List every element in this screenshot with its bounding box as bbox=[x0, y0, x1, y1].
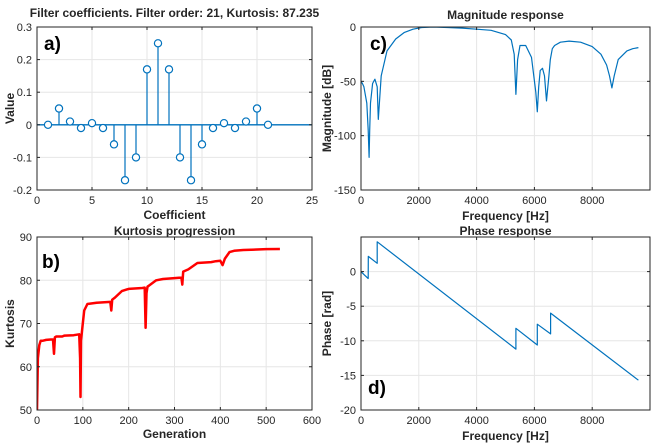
tick-label-x: 25 bbox=[306, 195, 318, 207]
stem-marker bbox=[230, 123, 240, 133]
axes-box bbox=[360, 236, 651, 411]
tick-label-x: 5 bbox=[89, 195, 95, 207]
tick-label-y: -10 bbox=[340, 336, 356, 348]
tick-label-y: 0.1 bbox=[17, 87, 32, 99]
stem-marker bbox=[131, 153, 141, 162]
tick-label-x: 0 bbox=[358, 195, 364, 207]
tick-label-x: 0 bbox=[34, 195, 40, 207]
axes-box bbox=[36, 26, 313, 191]
tick-label-x: 4000 bbox=[464, 195, 488, 207]
tick-label-x: 0 bbox=[34, 415, 40, 427]
tick-label-x: 8000 bbox=[580, 415, 604, 427]
tick-label-y: -15 bbox=[340, 370, 356, 382]
tick-label-y: 0.3 bbox=[17, 22, 32, 34]
x-axis-label: Frequency [Hz] bbox=[462, 209, 549, 223]
stem-marker bbox=[263, 120, 273, 130]
tick-label-x: 4000 bbox=[464, 415, 488, 427]
tick-label-y: 0 bbox=[26, 120, 32, 132]
x-axis-label: Coefficient bbox=[143, 208, 205, 222]
stem-marker bbox=[98, 123, 108, 133]
tick-label-y: -100 bbox=[334, 131, 356, 143]
stem-marker bbox=[186, 176, 196, 185]
chart-panel-d: 0 2000 4000 6000 8000 -20 -15 -10 -5 0 Phase respo… bbox=[320, 224, 651, 443]
x-axis-label: Generation bbox=[143, 427, 206, 441]
tick-label-y: -20 bbox=[340, 405, 356, 417]
tick-label-y: -5 bbox=[346, 301, 356, 313]
tick-label-y: 0 bbox=[350, 22, 356, 34]
series-line bbox=[361, 241, 639, 381]
tick-label-y: -150 bbox=[334, 185, 356, 197]
tick-label-x: 600 bbox=[303, 415, 321, 427]
stem-marker bbox=[197, 140, 207, 149]
tick-label-y: 70 bbox=[20, 319, 32, 331]
panel-letter: d) bbox=[368, 378, 386, 399]
y-axis-label: Kurtosis bbox=[3, 299, 17, 348]
series-line bbox=[361, 27, 639, 158]
tick-label-y: 80 bbox=[20, 275, 32, 287]
stem-marker bbox=[43, 120, 53, 130]
tick-label-x: 0 bbox=[358, 415, 364, 427]
tick-label-x: 10 bbox=[141, 195, 153, 207]
chart-panel-c: 0 2000 4000 6000 8000 -150 -100 -50 0 Magnitude r… bbox=[320, 8, 651, 223]
tick-label-x: 20 bbox=[251, 195, 263, 207]
stem-marker bbox=[76, 123, 86, 133]
stem-marker bbox=[164, 65, 174, 74]
stem-marker bbox=[65, 117, 75, 126]
y-axis-label: Phase [rad] bbox=[320, 291, 334, 356]
tick-label-x: 6000 bbox=[522, 195, 546, 207]
chart-title: Magnitude response bbox=[447, 8, 564, 22]
tick-label-y: 0 bbox=[350, 267, 356, 279]
stem-marker bbox=[219, 118, 229, 128]
tick-label-x: 300 bbox=[165, 415, 183, 427]
chart-title: Phase response bbox=[459, 224, 551, 238]
tick-label-x: 100 bbox=[74, 415, 92, 427]
y-axis-label: Magnitude [dB] bbox=[320, 65, 334, 152]
tick-label-x: 500 bbox=[257, 415, 275, 427]
tick-label-y: -0.2 bbox=[13, 185, 32, 197]
y-axis-label: Value bbox=[3, 93, 17, 125]
x-axis-label: Frequency [Hz] bbox=[462, 429, 549, 443]
stem-marker bbox=[175, 153, 185, 162]
stem-marker bbox=[142, 65, 152, 74]
tick-label-y: 0.2 bbox=[17, 55, 32, 67]
chart-title: Kurtosis progression bbox=[114, 224, 235, 238]
tick-label-y: 90 bbox=[20, 232, 32, 244]
stem-marker bbox=[241, 117, 251, 126]
stem-marker bbox=[208, 123, 218, 133]
panel-letter: a) bbox=[44, 34, 61, 55]
axes-box bbox=[360, 26, 651, 191]
series-line bbox=[37, 247, 280, 410]
stem-marker bbox=[120, 176, 130, 185]
stem-marker bbox=[54, 104, 64, 113]
tick-label-x: 6000 bbox=[522, 415, 546, 427]
stem-marker bbox=[109, 140, 119, 149]
chart-panel-a: 0 5 10 15 20 25 -0.2 -0.1 0 0.1 0.2 0.3 Filter coeff… bbox=[3, 6, 320, 222]
tick-label-x: 15 bbox=[196, 195, 208, 207]
tick-label-x: 200 bbox=[119, 415, 137, 427]
stem-marker bbox=[252, 104, 262, 113]
panel-letter: b) bbox=[42, 252, 60, 273]
chart-panel-b: 0 100 200 300 400 500 600 50 60 70 80 90 Kurtosis pr… bbox=[3, 224, 321, 441]
panel-letter: c) bbox=[370, 34, 387, 55]
tick-label-x: 400 bbox=[211, 415, 229, 427]
tick-label-x: 8000 bbox=[580, 195, 604, 207]
tick-label-x: 2000 bbox=[407, 415, 431, 427]
stem-marker bbox=[153, 39, 163, 48]
tick-label-y: -0.1 bbox=[13, 152, 32, 164]
chart-title: Filter coefficients. Filter order: 21, K… bbox=[30, 6, 320, 20]
stem-marker bbox=[87, 118, 97, 128]
tick-label-y: -50 bbox=[340, 76, 356, 88]
tick-label-x: 2000 bbox=[407, 195, 431, 207]
tick-label-y: 60 bbox=[20, 362, 32, 374]
tick-label-y: 50 bbox=[20, 405, 32, 417]
